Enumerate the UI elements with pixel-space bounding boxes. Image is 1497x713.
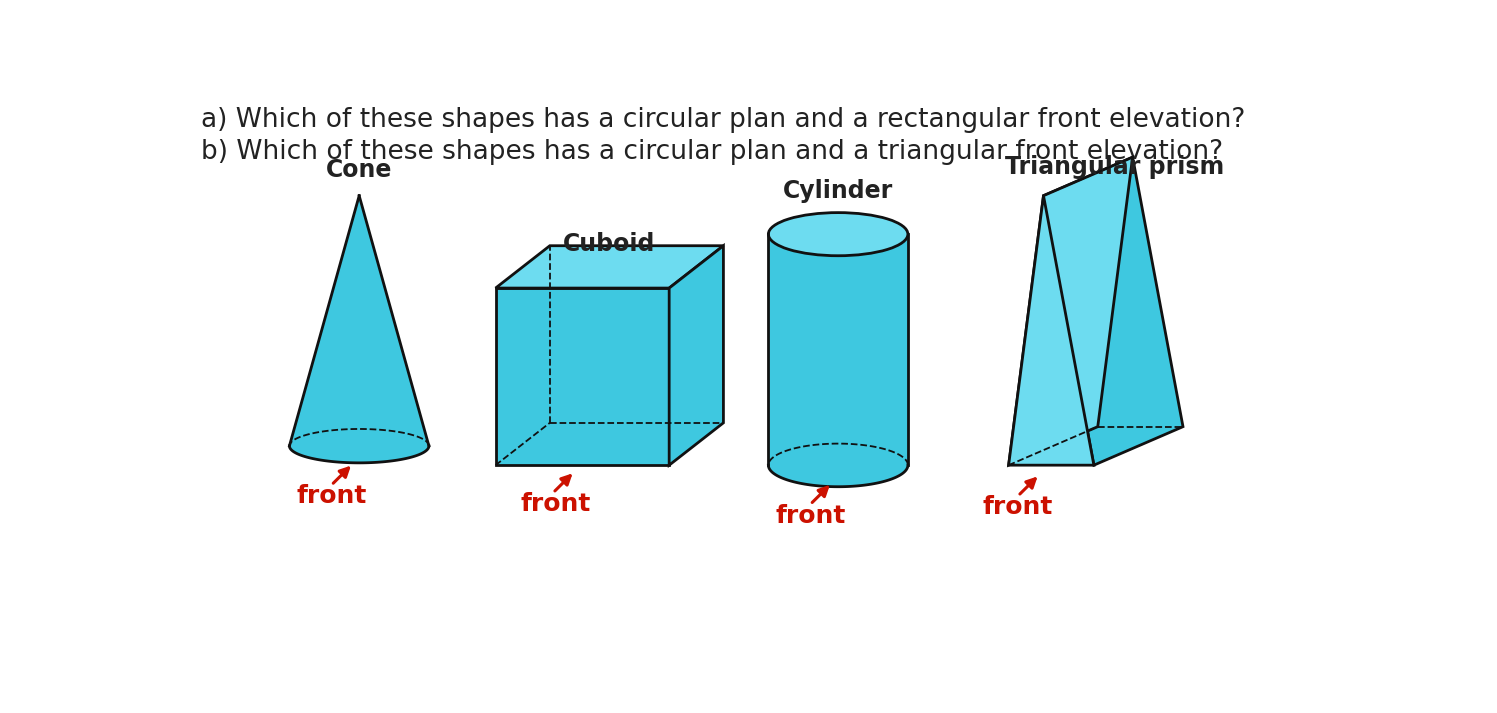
Polygon shape (1043, 157, 1183, 465)
Polygon shape (496, 288, 669, 465)
Polygon shape (1009, 195, 1094, 465)
Polygon shape (669, 246, 723, 465)
Polygon shape (496, 246, 723, 288)
Polygon shape (289, 195, 430, 446)
Text: Cuboid: Cuboid (563, 232, 656, 256)
Text: Cone: Cone (326, 158, 392, 182)
Polygon shape (1009, 157, 1133, 465)
Text: b) Which of these shapes has a circular plan and a triangular front elevation?: b) Which of these shapes has a circular … (201, 140, 1223, 165)
Text: front: front (519, 492, 590, 516)
Text: front: front (296, 484, 367, 508)
Ellipse shape (289, 429, 430, 463)
Text: front: front (775, 503, 846, 528)
Text: front: front (982, 496, 1052, 519)
Text: Cylinder: Cylinder (783, 180, 894, 203)
Ellipse shape (768, 212, 907, 256)
Text: Triangular prism: Triangular prism (1004, 155, 1225, 179)
Text: a) Which of these shapes has a circular plan and a rectangular front elevation?: a) Which of these shapes has a circular … (201, 107, 1246, 133)
Polygon shape (768, 234, 907, 465)
Ellipse shape (768, 443, 907, 487)
